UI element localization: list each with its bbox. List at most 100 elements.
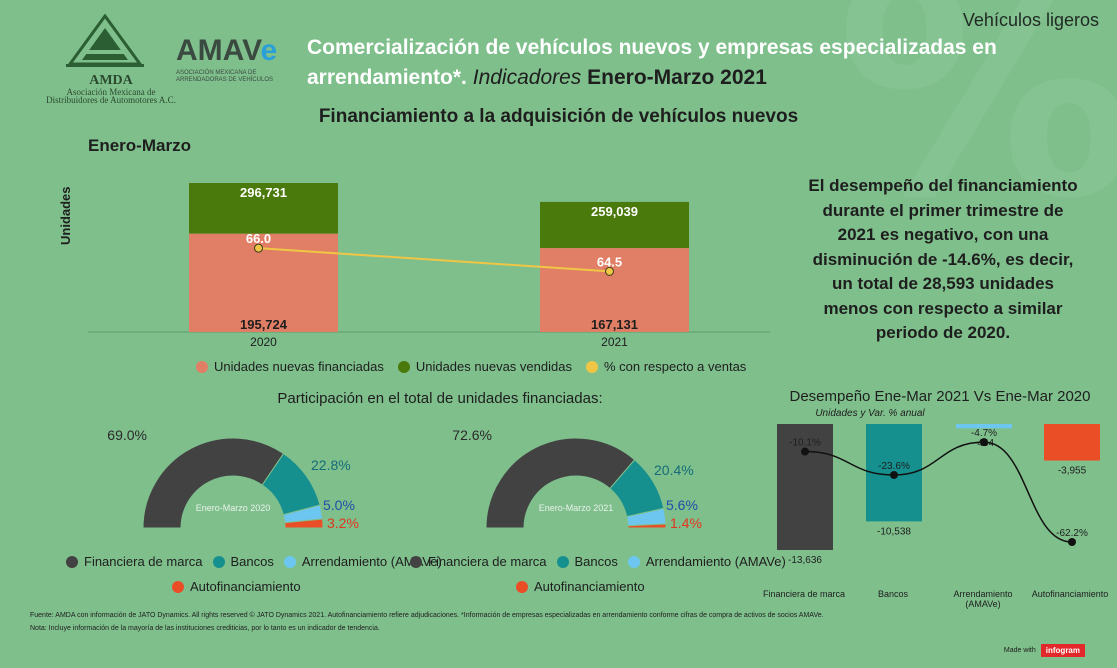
donut-charts: 69.0% 22.8% 5.0% 3.2% Enero-Marzo 2020 72.6% 2… <box>107 427 702 531</box>
infogram-brand-link[interactable]: infogram <box>1040 644 1085 657</box>
made-with-text: Made with <box>1003 647 1036 654</box>
perf-units-label-3: -3,955 <box>1058 466 1087 477</box>
perf-chart-subtitle: Unidades y Var. % anual <box>815 408 925 419</box>
perf-units-label-1: -10,538 <box>877 526 911 537</box>
legend2-arrendamiento: Arrendamiento (AMAVe) <box>645 554 786 569</box>
bar-financiadas-2020 <box>189 233 338 332</box>
donut-legend-1b: Autofinanciamiento <box>172 579 301 594</box>
legend-arrendamiento-swatch <box>283 555 296 568</box>
legend-porcentaje: % con respecto a ventas <box>603 359 747 374</box>
amda-logo-text: AMDA Asociación Mexicana de Distribuidor… <box>42 74 180 105</box>
perf-var-point-3 <box>1068 538 1076 546</box>
donut-2-label-2: 5.6% <box>666 497 698 513</box>
legend-vendidas: Unidades nuevas vendidas <box>415 359 572 374</box>
amave-logo-name: AMAV <box>176 34 261 67</box>
legend-porcentaje-swatch <box>585 360 598 373</box>
label-vendidas-2020: 296,731 <box>240 185 287 200</box>
donut-1-label-2: 5.0% <box>323 497 355 513</box>
legend-arrendamiento: Arrendamiento (AMAVe) <box>301 554 442 569</box>
perf-var-point-1 <box>890 470 898 479</box>
perf-units-label-0: -13,636 <box>788 555 822 566</box>
section-title: Financiamiento a la adquisición de vehíc… <box>318 106 799 127</box>
donut-legend-2b: Autofinanciamiento <box>516 579 645 594</box>
pct-point-2020 <box>254 243 263 253</box>
perf-category-arrendamiento: Arrendamiento (AMAVe) <box>953 589 1013 609</box>
donut-2-label-1: 20.4% <box>654 462 694 478</box>
donut-legend-2: Financiera de marca Bancos Arrendamiento… <box>410 554 786 569</box>
donut-1-center-label: Enero-Marzo 2020 <box>196 503 271 513</box>
legend2-bancos: Bancos <box>574 554 618 569</box>
page-title-period: Enero-Marzo 2021 <box>587 66 767 89</box>
legend-autofinanciamiento: Autofinanciamiento <box>190 579 301 594</box>
donut-1-slice-0 <box>142 437 285 529</box>
label-financiadas-2020: 195,724 <box>240 317 288 332</box>
donut-2-slice-3 <box>627 523 667 529</box>
perf-var-point-2 <box>980 438 988 447</box>
perf-var-label-1: -23.6% <box>878 461 910 472</box>
donut-1-slice-3 <box>284 518 324 529</box>
legend2-autofinanciamiento-swatch <box>516 580 528 593</box>
main-legend: Unidades nuevas financiadas Unidades nue… <box>196 359 746 374</box>
legend-vendidas-swatch <box>397 360 410 373</box>
perf-var-label-2: -4.7% <box>971 428 997 439</box>
perf-bar-3 <box>1044 424 1100 461</box>
pct-label-2021: 64.5 <box>597 254 622 269</box>
donut-2-center-label: Enero-Marzo 2021 <box>539 503 614 513</box>
x-tick-2020: 2020 <box>250 335 277 349</box>
pct-point-2021 <box>605 266 614 276</box>
footer-source: Fuente: AMDA con información de JATO Dyn… <box>30 612 824 619</box>
donut-section-title: Participación en el total de unidades fi… <box>277 390 603 407</box>
donut-1-label-0: 69.0% <box>107 427 147 443</box>
donut-1-label-1: 22.8% <box>311 457 351 473</box>
main-bar-chart: 296,731 195,724 2020 259,039 167,131 2021 66.0… <box>88 183 770 349</box>
amave-logo-e: e <box>260 34 278 67</box>
donut-2-label-3: 1.4% <box>670 515 702 531</box>
legend2-bancos-swatch <box>556 555 569 568</box>
footer-note: Nota: Incluye información de la mayoría … <box>30 625 380 632</box>
legend-financiadas-swatch <box>196 360 208 373</box>
perf-bar-0 <box>777 424 833 550</box>
bar-vendidas-2021 <box>540 201 689 249</box>
perf-chart-title: Desempeño Ene-Mar 2021 Vs Ene-Mar 2020 <box>789 388 1091 405</box>
legend-bancos: Bancos <box>230 554 274 569</box>
bar-vendidas-2020 <box>189 183 338 234</box>
bar-financiadas-2021 <box>540 248 689 332</box>
perf-var-label-0: -10.1% <box>789 438 821 449</box>
perf-category-financiera: Financiera de marca <box>762 589 846 599</box>
page-title-indicadores: Indicadores <box>472 66 582 89</box>
legend-bancos-swatch <box>212 555 225 568</box>
perf-var-line <box>804 441 1073 543</box>
legend-financiadas: Unidades nuevas financiadas <box>214 359 384 374</box>
performance-chart: -13,636-10,538-464-3,955-10.1%-23.6%-4.7… <box>777 424 1100 566</box>
perf-category-autofinanciamiento: Autofinanciamiento <box>1031 589 1109 599</box>
donut-legend-1: Financiera de marca Bancos Arrendamiento… <box>66 554 442 569</box>
perf-var-label-3: -62.2% <box>1056 528 1088 539</box>
pct-label-2020: 66.0 <box>246 231 271 246</box>
pct-line <box>258 247 610 273</box>
donut-1-label-3: 3.2% <box>327 515 359 531</box>
amave-logo: AMAVe <box>176 34 277 68</box>
bar-chart-title: Enero-Marzo <box>88 136 191 155</box>
legend2-financiera: Financiera de marca <box>428 554 547 569</box>
label-financiadas-2021: 167,131 <box>591 317 638 332</box>
page-title: Comercialización de vehículos nuevos y e… <box>307 33 1007 93</box>
perf-category-bancos: Bancos <box>877 589 909 599</box>
perf-var-point-0 <box>801 447 809 456</box>
summary-text: El desempeño del financiamiento durante … <box>808 176 1078 342</box>
label-vendidas-2021: 259,039 <box>591 204 638 219</box>
legend2-financiera-swatch <box>410 555 422 568</box>
legend-financiera: Financiera de marca <box>84 554 203 569</box>
donut-2-label-0: 72.6% <box>452 427 492 443</box>
amda-logo-icon <box>66 14 144 67</box>
made-with-infogram: Made with infogram <box>1004 644 1085 657</box>
legend-autofinanciamiento-swatch <box>172 580 184 593</box>
legend2-arrendamiento-swatch <box>627 555 640 568</box>
x-tick-2021: 2021 <box>601 335 628 349</box>
legend2-autofinanciamiento: Autofinanciamiento <box>534 579 645 594</box>
amave-logo-subtitle: ASOCIACIÓN MEXICANA DE ARRENDADORAS DE V… <box>176 70 274 83</box>
amda-logo-subtitle: Asociación Mexicana de Distribuidores de… <box>46 87 176 105</box>
donut-2-slice-0 <box>485 437 636 529</box>
legend-financiera-swatch <box>66 555 78 568</box>
perf-bar-2 <box>956 424 1012 429</box>
page-title-main: Comercialización de vehículos nuevos y e… <box>307 36 997 89</box>
